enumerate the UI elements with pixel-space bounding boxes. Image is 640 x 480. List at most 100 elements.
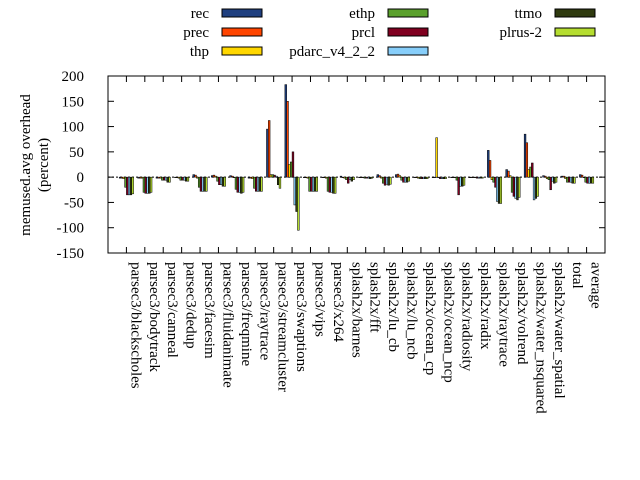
bar-thp bbox=[343, 176, 346, 179]
bar-plrus-2 bbox=[297, 176, 300, 231]
bar-pdarc_v4_2_2 bbox=[367, 176, 370, 179]
bar-thp bbox=[435, 137, 438, 178]
bar-ttmo bbox=[184, 176, 188, 182]
bar-ethp bbox=[455, 176, 458, 181]
bar-ethp bbox=[474, 176, 477, 178]
bar-rec bbox=[118, 176, 122, 179]
bar-prcl bbox=[144, 176, 147, 194]
bar-thp bbox=[196, 176, 199, 179]
bar-plrus-2 bbox=[554, 176, 558, 183]
bar-rec bbox=[229, 175, 232, 178]
bar-ethp bbox=[510, 176, 514, 193]
bar-prec bbox=[580, 174, 584, 178]
bar-prec bbox=[470, 176, 473, 178]
bar-ethp bbox=[547, 176, 551, 180]
bar-pdarc_v4_2_2 bbox=[551, 176, 554, 182]
bar-ethp bbox=[142, 176, 146, 193]
y-tick-label: 100 bbox=[62, 120, 85, 136]
bar-prcl bbox=[255, 176, 258, 192]
bar-thp bbox=[122, 176, 125, 179]
bar-prcl bbox=[567, 176, 571, 183]
x-tick-label: parsec3/fluidanimate bbox=[219, 262, 235, 388]
bar-thp bbox=[472, 176, 475, 178]
bar-ttmo bbox=[553, 176, 556, 184]
bar-ttmo bbox=[424, 176, 427, 179]
bar-rec bbox=[450, 176, 453, 178]
x-tick-label: splash2x/fft bbox=[367, 262, 383, 333]
bar-prec bbox=[212, 174, 216, 178]
bar-ttmo bbox=[166, 176, 169, 183]
legend-label-prec: prec bbox=[183, 25, 209, 41]
x-tick-label: splash2x/barnes bbox=[348, 262, 364, 358]
x-tick-label: total bbox=[569, 262, 585, 289]
bar-rec bbox=[431, 176, 435, 178]
bar-pdarc_v4_2_2 bbox=[146, 176, 149, 194]
bar-rec bbox=[505, 169, 508, 178]
bar-prec bbox=[304, 176, 308, 178]
bar-ttmo bbox=[129, 176, 133, 196]
legend-label-thp: thp bbox=[190, 44, 209, 60]
x-tick-label: parsec3/canneal bbox=[164, 262, 180, 358]
x-tick-label: parsec3/raytrace bbox=[256, 262, 272, 361]
bar-ttmo bbox=[221, 176, 225, 187]
bar-ethp bbox=[271, 174, 274, 178]
bar-rec bbox=[487, 150, 490, 178]
bar-rec bbox=[192, 174, 195, 178]
bar-prcl bbox=[439, 176, 442, 179]
bar-prec bbox=[268, 120, 271, 178]
bar-thp bbox=[490, 176, 494, 180]
bar-thp bbox=[159, 176, 162, 179]
bar-ethp bbox=[492, 176, 495, 183]
legend-label-plrus-2: plrus-2 bbox=[500, 25, 543, 41]
bar-prcl bbox=[586, 176, 589, 184]
bar-pdarc_v4_2_2 bbox=[477, 176, 480, 179]
bar-plrus-2 bbox=[352, 176, 355, 180]
bar-rec bbox=[339, 175, 343, 178]
bar-pdarc_v4_2_2 bbox=[385, 176, 388, 185]
bar-prec bbox=[433, 176, 436, 178]
bar-pdarc_v4_2_2 bbox=[440, 176, 444, 179]
x-tick-label: parsec3/blackscholes bbox=[127, 262, 143, 389]
bar-ttmo bbox=[387, 176, 390, 186]
bar-prec bbox=[249, 176, 252, 179]
x-tick-label: parsec3/freqmine bbox=[238, 262, 254, 366]
x-tick-label: splash2x/ocean_cp bbox=[422, 262, 438, 375]
bar-prec bbox=[396, 173, 400, 178]
y-tick-label: 0 bbox=[77, 170, 85, 186]
bar-prec bbox=[488, 160, 492, 178]
bar-thp bbox=[325, 176, 328, 179]
bar-plrus-2 bbox=[186, 176, 190, 182]
y-tick-label: -150 bbox=[57, 246, 85, 262]
bar-ttmo bbox=[571, 176, 574, 184]
bar-ethp bbox=[584, 176, 587, 183]
y-tick-label: 50 bbox=[69, 145, 84, 161]
bar-prec bbox=[175, 176, 179, 178]
bar-prcl bbox=[457, 176, 460, 196]
x-tick-label: splash2x/water_spatial bbox=[551, 262, 567, 399]
bars bbox=[118, 84, 595, 231]
bar-rec bbox=[376, 174, 379, 178]
x-tick-label: splash2x/raytrace bbox=[496, 262, 512, 367]
bar-pdarc_v4_2_2 bbox=[348, 176, 352, 180]
legend-swatch-ethp bbox=[387, 8, 429, 18]
bar-ttmo bbox=[534, 176, 538, 199]
bar-plrus-2 bbox=[499, 176, 503, 204]
legend-label-ttmo: ttmo bbox=[514, 6, 542, 22]
bar-rec bbox=[155, 176, 159, 179]
x-axis-labels: parsec3/blackscholes parsec3/bodytrack par… bbox=[127, 262, 603, 414]
bar-plrus-2 bbox=[242, 176, 245, 193]
legend-swatch-prcl bbox=[387, 27, 429, 37]
x-tick-label: parsec3/x264 bbox=[330, 262, 346, 342]
bar-prcl bbox=[347, 176, 350, 184]
y-tick-label: 150 bbox=[62, 94, 85, 110]
bar-prec bbox=[286, 101, 289, 178]
bar-ttmo bbox=[258, 176, 261, 192]
bar-rec bbox=[560, 175, 564, 178]
bar-prcl bbox=[402, 176, 405, 183]
legend: rec prec thp ethp prcl pdarc_v4_2_2 ttmo plrus-… bbox=[183, 6, 596, 60]
y-tick-label: 200 bbox=[62, 69, 85, 85]
bar-ttmo bbox=[148, 176, 151, 194]
bar-prcl bbox=[162, 176, 166, 181]
bar-ethp bbox=[197, 176, 201, 188]
bar-prcl bbox=[365, 176, 368, 179]
